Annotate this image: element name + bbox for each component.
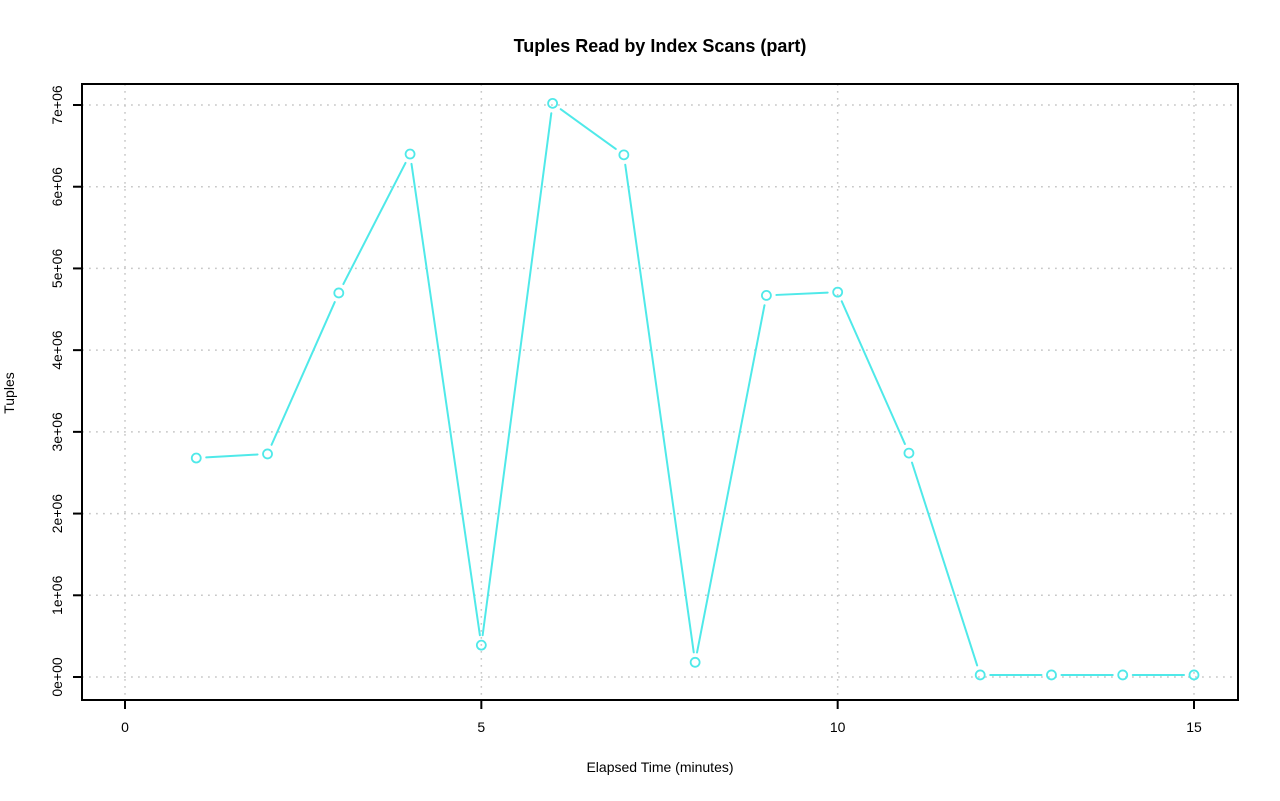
data-point bbox=[547, 97, 559, 109]
x-tick-label: 5 bbox=[477, 719, 485, 735]
series-segment bbox=[410, 162, 481, 637]
y-tick-label: 4e+06 bbox=[49, 330, 65, 370]
y-tick-label: 1e+06 bbox=[49, 575, 65, 615]
x-axis-label: Elapsed Time (minutes) bbox=[586, 759, 734, 775]
y-tick-label: 7e+06 bbox=[49, 85, 65, 125]
data-point bbox=[1188, 669, 1200, 681]
series-segment bbox=[270, 301, 336, 446]
series-segment bbox=[840, 300, 906, 445]
y-tick-label: 2e+06 bbox=[49, 494, 65, 534]
y-tick-label: 5e+06 bbox=[49, 249, 65, 289]
y-tick-label: 3e+06 bbox=[49, 412, 65, 452]
y-tick-label: 6e+06 bbox=[49, 167, 65, 207]
data-point bbox=[475, 639, 487, 651]
data-point bbox=[832, 286, 844, 298]
series-segment bbox=[910, 461, 979, 667]
data-point bbox=[404, 148, 416, 160]
data-point bbox=[190, 452, 202, 464]
series-segment bbox=[775, 291, 829, 296]
data-point bbox=[333, 287, 345, 299]
x-tick-label: 0 bbox=[121, 719, 129, 735]
data-point bbox=[689, 656, 701, 668]
y-tick-label: 0e+00 bbox=[49, 657, 65, 697]
data-point bbox=[1117, 669, 1129, 681]
data-point bbox=[974, 669, 986, 681]
series-segment bbox=[481, 112, 553, 637]
x-tick-label: 10 bbox=[830, 719, 846, 735]
x-tick-label: 15 bbox=[1186, 719, 1202, 735]
series-segment bbox=[205, 453, 259, 459]
data-point bbox=[1046, 669, 1057, 681]
data-point bbox=[903, 447, 915, 459]
series-segment bbox=[696, 304, 766, 654]
plot-frame bbox=[81, 83, 1239, 701]
data-point bbox=[618, 149, 630, 161]
data-point bbox=[262, 448, 273, 460]
series-segment bbox=[624, 163, 695, 654]
data-point bbox=[761, 289, 772, 301]
series-segment bbox=[559, 108, 617, 150]
y-axis-label: Tuples bbox=[1, 372, 17, 414]
series-segment bbox=[342, 161, 407, 286]
chart-title: Tuples Read by Index Scans (part) bbox=[513, 36, 807, 56]
